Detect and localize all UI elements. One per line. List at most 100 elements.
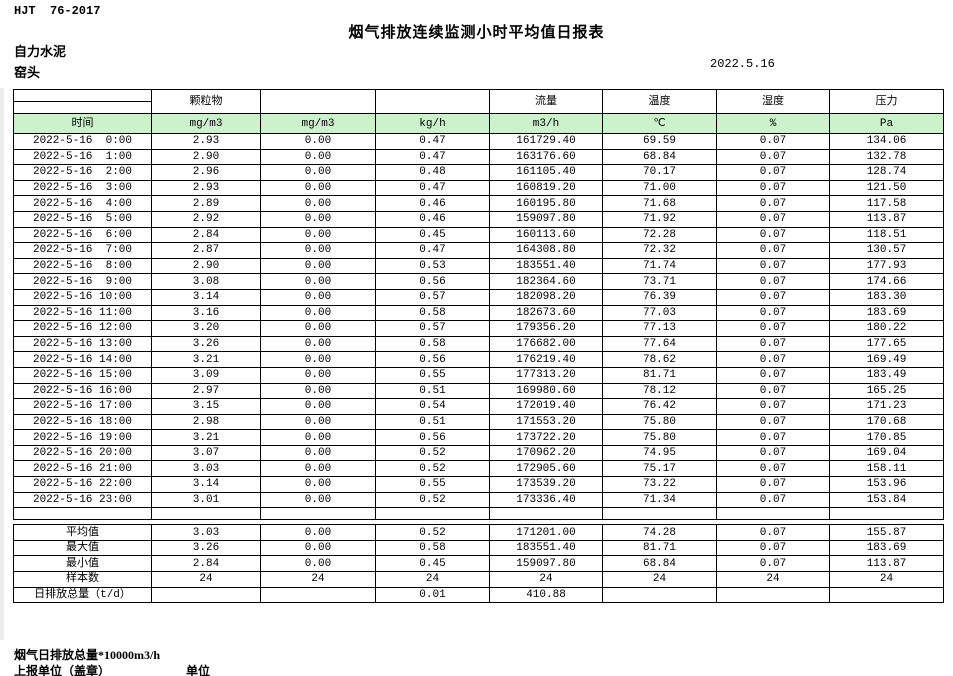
value-cell: 0.07 (716, 524, 830, 541)
value-cell (716, 586, 830, 604)
summary-tbody: 平均值 3.03 0.00 0.52 171201.00 74.28 0.07 155.87 最… (13, 524, 944, 604)
value-cell: 160113.60 (489, 226, 603, 244)
value-cell: 155.87 (829, 524, 944, 541)
value-cell: 0.00 (260, 304, 376, 322)
value-cell: 176682.00 (489, 335, 603, 353)
value-cell: 158.11 (829, 460, 944, 478)
value-cell: 0.00 (260, 242, 376, 259)
value-cell: 169.04 (829, 444, 944, 462)
header-flow: 流量 (489, 89, 603, 114)
value-cell: 2.98 (151, 413, 261, 431)
time-cell: 2022-5-16 19:00 (13, 429, 152, 446)
header-pressure: 压力 (829, 89, 944, 114)
value-cell (829, 586, 944, 604)
table-row: 2022-5-16 2:00 2.96 0.00 0.48 161105.40 70.17… (13, 164, 944, 181)
table-row: 2022-5-16 6:00 2.84 0.00 0.45 160113.60 72.28… (13, 226, 944, 244)
value-cell: 0.00 (260, 273, 376, 290)
empty-cell (260, 507, 376, 521)
value-cell: 3.16 (151, 304, 261, 322)
summary-row: 平均值 3.03 0.00 0.52 171201.00 74.28 0.07 155.87 (13, 524, 944, 541)
value-cell: 113.87 (829, 210, 944, 228)
value-cell: 71.34 (602, 491, 717, 509)
table-row: 2022-5-16 22:00 3.14 0.00 0.55 173539.20 73.2… (13, 476, 944, 493)
value-cell: 71.92 (602, 210, 717, 228)
value-cell: 2.93 (151, 179, 261, 197)
summary-row: 样本数 24 24 24 24 24 24 24 (13, 571, 944, 588)
value-cell (260, 586, 376, 604)
value-cell: 153.96 (829, 476, 944, 493)
value-cell: 2.90 (151, 148, 261, 166)
value-cell: 0.58 (375, 335, 490, 353)
time-cell: 2022-5-16 21:00 (13, 460, 152, 478)
value-cell: 171.23 (829, 398, 944, 415)
value-cell: 0.57 (375, 288, 490, 306)
value-cell: 161729.40 (489, 133, 603, 150)
value-cell: 0.07 (716, 304, 830, 322)
time-cell: 2022-5-16 4:00 (13, 195, 152, 212)
value-cell: 174.66 (829, 273, 944, 290)
value-cell: 77.13 (602, 320, 717, 337)
table-row: 2022-5-16 18:00 2.98 0.00 0.51 171553.20 75.8… (13, 413, 944, 431)
value-cell: 72.32 (602, 242, 717, 259)
time-cell: 2022-5-16 11:00 (13, 304, 152, 322)
time-cell: 2022-5-16 12:00 (13, 320, 152, 337)
value-cell: 0.00 (260, 164, 376, 181)
value-cell: 132.78 (829, 148, 944, 166)
value-cell: 170.85 (829, 429, 944, 446)
value-cell: 0.07 (716, 148, 830, 166)
value-cell: 3.26 (151, 335, 261, 353)
value-cell: 0.07 (716, 257, 830, 275)
value-cell: 0.07 (716, 366, 830, 384)
table-row: 2022-5-16 0:00 2.93 0.00 0.47 161729.40 69.59… (13, 133, 944, 150)
value-cell: 0.07 (716, 273, 830, 290)
value-cell: 0.07 (716, 398, 830, 415)
standard-code: HJT 76-2017 (14, 4, 101, 18)
value-cell: 69.59 (602, 133, 717, 150)
value-cell: 3.03 (151, 524, 261, 541)
value-cell: 173336.40 (489, 491, 603, 509)
header-empty-col3 (260, 89, 376, 114)
value-cell: 0.07 (716, 491, 830, 509)
value-cell: 183.49 (829, 366, 944, 384)
value-cell: 0.47 (375, 133, 490, 150)
header-humidity: 湿度 (716, 89, 830, 114)
time-cell: 2022-5-16 3:00 (13, 179, 152, 197)
value-cell: 159097.80 (489, 210, 603, 228)
value-cell: 77.64 (602, 335, 717, 353)
value-cell: 0.00 (260, 382, 376, 400)
value-cell: 0.07 (716, 460, 830, 478)
value-cell: 2.87 (151, 242, 261, 259)
table-row: 2022-5-16 7:00 2.87 0.00 0.47 164308.80 72.32… (13, 242, 944, 259)
value-cell: 0.07 (716, 555, 830, 573)
value-cell: 183.69 (829, 539, 944, 557)
value-cell: 71.74 (602, 257, 717, 275)
header-empty-bottom (13, 101, 152, 114)
time-cell: 2022-5-16 8:00 (13, 257, 152, 275)
value-cell: 0.00 (260, 524, 376, 541)
unit-kgh: kg/h (375, 113, 490, 134)
table-row: 2022-5-16 8:00 2.90 0.00 0.53 183551.40 71.74… (13, 257, 944, 275)
table-row: 2022-5-16 4:00 2.89 0.00 0.46 160195.80 71.68… (13, 195, 944, 212)
value-cell: 172019.40 (489, 398, 603, 415)
value-cell: 169980.60 (489, 382, 603, 400)
value-cell: 24 (489, 571, 603, 588)
value-cell: 0.46 (375, 195, 490, 212)
value-cell: 3.01 (151, 491, 261, 509)
time-cell: 2022-5-16 2:00 (13, 164, 152, 181)
empty-cell (151, 507, 261, 521)
time-cell: 2022-5-16 15:00 (13, 366, 152, 384)
value-cell: 0.51 (375, 382, 490, 400)
value-cell: 0.07 (716, 226, 830, 244)
value-cell: 0.47 (375, 148, 490, 166)
empty-cell (13, 507, 152, 521)
table-row: 2022-5-16 9:00 3.08 0.00 0.56 182364.60 73.71… (13, 273, 944, 290)
value-cell: 171553.20 (489, 413, 603, 431)
time-cell: 2022-5-16 5:00 (13, 210, 152, 228)
summary-label-cell: 最大值 (13, 539, 152, 557)
table-row: 2022-5-16 11:00 3.16 0.00 0.58 182673.60 77.0… (13, 304, 944, 322)
company-name: 自力水泥 (14, 44, 67, 59)
value-cell: 113.87 (829, 555, 944, 573)
value-cell: 3.03 (151, 460, 261, 478)
empty-cell (489, 507, 603, 521)
value-cell: 24 (829, 571, 944, 588)
